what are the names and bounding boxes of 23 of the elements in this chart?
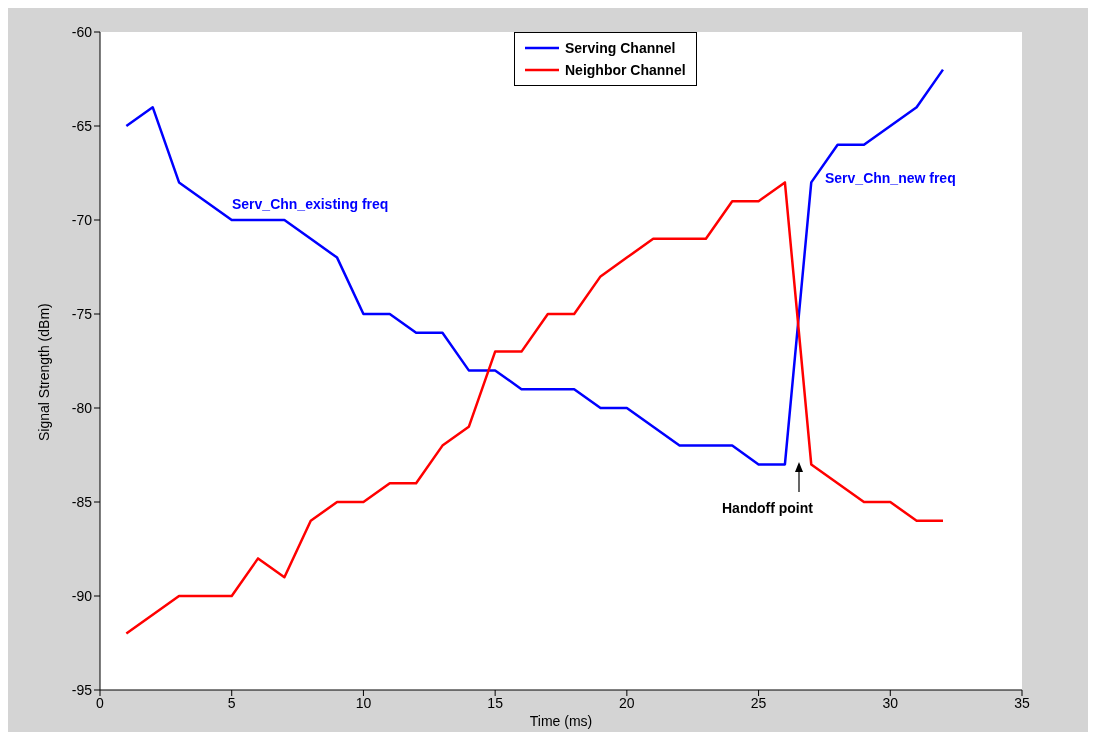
x-tick-label: 30 — [882, 694, 899, 711]
legend-label: Serving Channel — [565, 40, 676, 56]
x-tick-label: 35 — [1014, 694, 1030, 711]
y-tick-label: -75 — [71, 305, 93, 322]
y-tick-label: -80 — [71, 399, 93, 416]
x-tick-label: 25 — [750, 694, 767, 711]
x-tick-label: 0 — [96, 694, 105, 711]
x-tick-label: 15 — [487, 694, 504, 711]
x-tick-label: 5 — [227, 694, 236, 711]
annotation: Handoff point — [722, 500, 813, 516]
y-tick-label: -60 — [71, 23, 93, 40]
annotation: Serv_Chn_existing freq — [232, 196, 389, 212]
y-tick-label: -70 — [71, 211, 93, 228]
y-tick-label: -90 — [71, 587, 93, 604]
x-tick-label: 10 — [355, 694, 372, 711]
legend-label: Neighbor Channel — [565, 62, 686, 78]
annotation: Serv_Chn_new freq — [825, 170, 956, 186]
y-axis-title: Signal Strength (dBm) — [35, 303, 52, 441]
y-tick-label: -65 — [71, 117, 93, 134]
y-tick-label: -95 — [71, 681, 93, 698]
y-tick-label: -85 — [71, 493, 93, 510]
x-axis-title: Time (ms) — [529, 713, 593, 729]
x-tick-label: 20 — [619, 694, 635, 711]
